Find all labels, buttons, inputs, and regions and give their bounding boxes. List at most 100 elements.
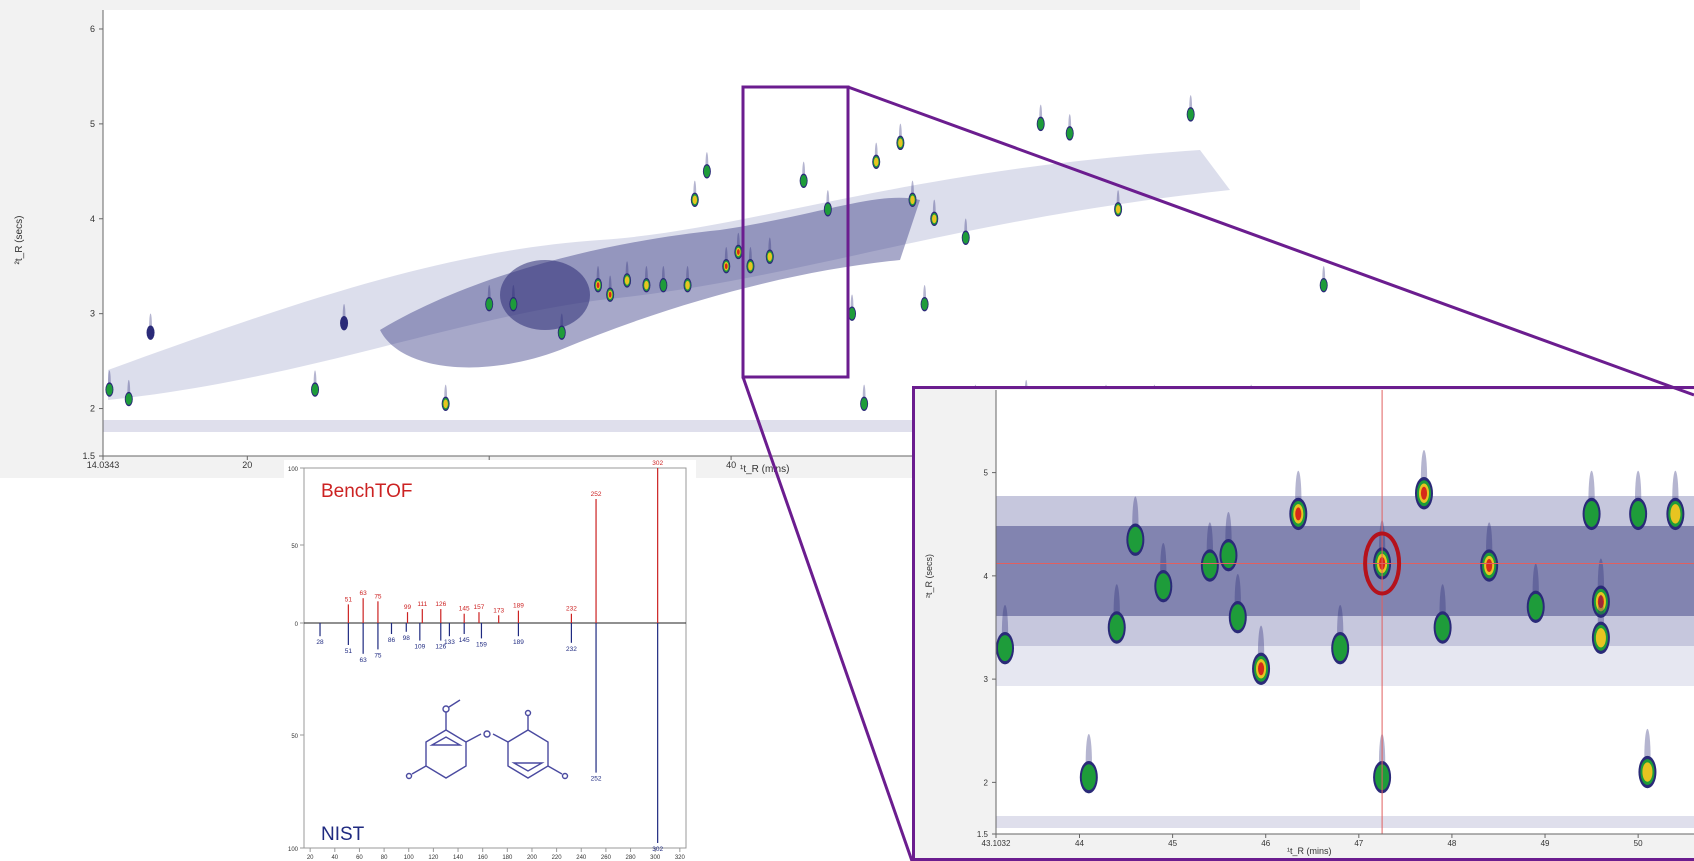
peak-blob <box>1591 558 1610 618</box>
zoom-y-axis: 1.5 2 3 4 5 ²t_R (secs) <box>924 390 997 839</box>
spectrum-peak-label: 189 <box>513 639 524 646</box>
peak-blob <box>722 247 731 274</box>
spectrum-y-tick-label: 100 <box>288 467 299 473</box>
molecule-structure-icon <box>405 699 569 780</box>
peak-blob <box>311 370 320 397</box>
peak-blob <box>1154 542 1173 603</box>
main-y-label: ²t_R (secs) <box>14 216 25 265</box>
x-tick-label: 14.0343 <box>87 460 120 470</box>
spectrum-x-tick-label: 320 <box>675 855 686 861</box>
spectrum-x-tick-label: 200 <box>527 855 538 861</box>
peak-blob <box>1480 522 1499 582</box>
spectrum-x-tick-label: 240 <box>576 855 587 861</box>
spectrum-y-tick-label: 100 <box>288 847 299 853</box>
spectrum-peak-label: 86 <box>388 637 396 644</box>
peak-blob <box>1331 604 1350 665</box>
peak-blob <box>1526 563 1545 624</box>
peak-blob <box>594 265 603 293</box>
spectrum-peak-label: 75 <box>374 652 382 659</box>
peak-blob <box>1638 728 1657 789</box>
spectrum-x-tick-label: 300 <box>650 855 661 861</box>
peak-blob <box>1433 584 1452 644</box>
spectrum-x-tick-label: 140 <box>453 855 464 861</box>
spectrum-peak-label: 51 <box>345 596 353 603</box>
peak-blob <box>146 313 155 340</box>
y-tick-label: 2 <box>984 778 989 787</box>
x-tick-label: 45 <box>1168 839 1177 848</box>
zoom-x-label: ¹t_R (mins) <box>1287 846 1332 856</box>
y-tick-label: 3 <box>90 309 95 319</box>
y-tick-label: 2 <box>90 404 95 414</box>
peak-blob <box>996 604 1015 665</box>
spectrum-peak-label: 75 <box>374 593 382 600</box>
spectrum-peak-label: 302 <box>652 846 663 853</box>
spectrum-peak-label: 111 <box>417 601 427 608</box>
spectrum-y-tick-label: 50 <box>291 734 298 740</box>
spectrum-peak-label: 232 <box>566 606 577 613</box>
peak-blob <box>124 379 133 407</box>
x-tick-label: 40 <box>726 460 736 470</box>
spectrum-x-tick-label: 40 <box>331 855 338 861</box>
y-tick-label: 1.5 <box>82 451 95 461</box>
y-tick-label: 5 <box>90 119 95 129</box>
peak-blob <box>746 247 755 274</box>
peak-blob <box>734 232 743 260</box>
nist-legend: NIST <box>321 824 365 845</box>
peak-blob <box>1107 584 1126 644</box>
peak-blob <box>1079 734 1098 794</box>
peak-blob <box>1252 625 1271 685</box>
peak-blob <box>1200 522 1219 582</box>
peak-blob <box>340 303 349 331</box>
benchtof-legend: BenchTOF <box>321 481 413 502</box>
spectrum-y-tick-label: 50 <box>291 544 298 550</box>
x-tick-label: 47 <box>1354 839 1363 848</box>
y-tick-label: 4 <box>90 214 95 224</box>
spectrum-peak-labels: 51 63 75 99 111 126 145 157 173 189 232 252 302 28 51 6… <box>316 460 663 853</box>
x-tick-label: 50 <box>1634 839 1643 848</box>
spectrum-peak-label: 252 <box>591 776 602 783</box>
x-tick-label: 43.1032 <box>982 839 1011 848</box>
spectrum-peak-label: 145 <box>459 637 470 644</box>
spectrum-peak-label: 99 <box>404 604 412 611</box>
spectrum-x-tick-label: 160 <box>478 855 489 861</box>
peak-blob <box>690 180 699 207</box>
peak-blob <box>1289 470 1308 531</box>
x-tick-label: 46 <box>1261 839 1270 848</box>
peak-blob <box>1414 450 1433 510</box>
spectrum-peak-label: 63 <box>360 657 368 664</box>
peak-blob <box>1126 496 1145 556</box>
y-tick-label: 6 <box>90 24 95 34</box>
spectrum-x-tick-label: 100 <box>404 855 415 861</box>
spectrum-peak-label: 63 <box>360 590 368 597</box>
peak-blob <box>702 152 711 179</box>
peak-blob <box>765 237 774 264</box>
y-tick-label: 3 <box>984 675 989 684</box>
peak-blob <box>823 190 832 217</box>
peak-blob <box>1629 470 1648 531</box>
zoom-peaks <box>996 450 1685 794</box>
x-tick-label: 48 <box>1447 839 1456 848</box>
spectrum-x-tick-label: 60 <box>356 855 363 861</box>
spectrum-peak-label: 159 <box>476 641 487 648</box>
peak-blob <box>1228 573 1247 634</box>
peak-blob <box>557 313 566 340</box>
spectrum-x-tick-label: 280 <box>626 855 637 861</box>
x-tick-label: 44 <box>1075 839 1084 848</box>
zoom-y-label: ²t_R (secs) <box>924 554 934 598</box>
spectrum-x-tick-label: 220 <box>552 855 563 861</box>
peak-blob <box>1582 470 1601 531</box>
spectrum-peak-label: 189 <box>513 603 524 610</box>
peak-blob <box>509 284 518 312</box>
zoom-x-axis: 43.1032 44 45 46 47 48 49 50 ¹t_R (mins) <box>982 833 1694 856</box>
spectrum-peak-label: 51 <box>345 648 353 655</box>
zoom-contour-plot: 43.1032 44 45 46 47 48 49 50 ¹t_R (mins) 1.5234… <box>912 386 1694 861</box>
spectrum-peak-label: 232 <box>566 646 577 653</box>
peak-blob <box>105 370 114 397</box>
spectrum-peak-label: 252 <box>591 491 602 498</box>
spectrum-bg <box>284 460 696 861</box>
x-tick-label: 20 <box>242 460 252 470</box>
peak-blob <box>1666 470 1685 531</box>
spectrum-peak-label: 173 <box>493 607 504 614</box>
peak-blob <box>683 265 692 293</box>
spectrum-peak-label: 133 <box>444 639 455 646</box>
